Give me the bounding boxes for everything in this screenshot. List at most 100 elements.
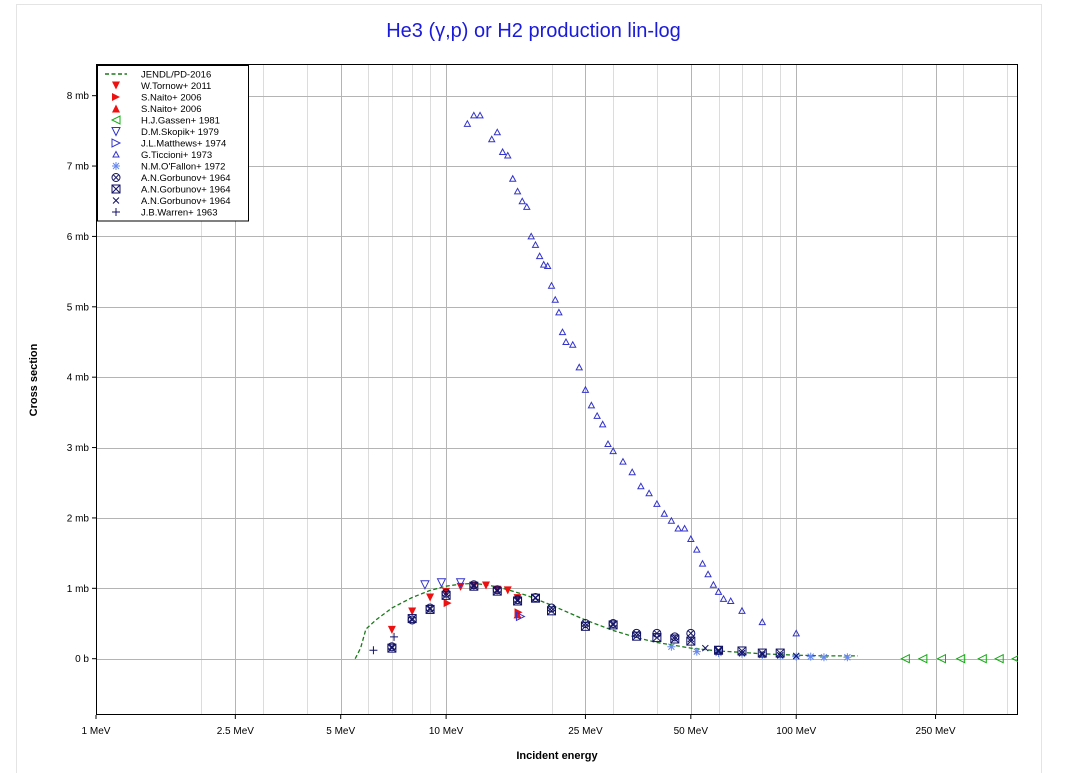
marker-shape <box>632 631 642 641</box>
page-border <box>16 4 1042 773</box>
data-point <box>476 111 484 119</box>
data-point <box>390 632 399 641</box>
data-point <box>758 651 766 658</box>
marker-shape <box>917 653 928 664</box>
marker-shape <box>758 618 767 626</box>
marker-shape <box>498 147 507 155</box>
data-point <box>469 111 478 119</box>
marker-cross <box>531 593 540 603</box>
marker-shape <box>390 632 399 641</box>
marker-shape <box>443 599 452 608</box>
legend-marker <box>111 173 121 182</box>
marker-shape <box>493 128 502 136</box>
data-point <box>628 468 637 476</box>
marker-shape <box>792 629 801 637</box>
marker-shape <box>425 604 435 614</box>
data-point <box>670 634 680 644</box>
legend-item: A.N.Gorbunov+ 1964 <box>112 196 231 207</box>
marker-shape <box>758 651 766 658</box>
marker-shape <box>436 578 447 588</box>
data-point <box>531 240 540 248</box>
marker-shape <box>420 580 430 590</box>
data-point <box>558 328 567 336</box>
data-point <box>513 610 522 619</box>
marker-cross <box>514 596 521 603</box>
marker-cross <box>409 616 416 624</box>
data-point <box>598 420 607 428</box>
x-tick-label: 2.5 MeV <box>217 726 255 737</box>
y-tick-label: 4 mb <box>67 373 90 384</box>
x-axis-label: Incident energy <box>516 750 598 762</box>
data-point <box>619 457 627 465</box>
marker-shape <box>652 633 662 643</box>
data-point <box>692 545 701 553</box>
series-4 <box>513 610 522 619</box>
marker-shape <box>692 545 701 553</box>
x-tick-label: 5 MeV <box>326 726 355 737</box>
marker-shape <box>819 653 828 662</box>
marker-shape <box>738 606 746 614</box>
marker-shape <box>709 580 718 588</box>
legend-item: S.Naito+ 2006 <box>112 93 201 104</box>
data-point <box>775 648 785 658</box>
marker-shape <box>994 653 1004 664</box>
data-point <box>667 642 676 651</box>
marker-shape <box>535 252 544 260</box>
data-point <box>420 580 430 590</box>
data-point <box>726 596 735 604</box>
legend-label: A.N.Gorbunov+ 1964 <box>141 185 231 196</box>
legend-label: H.J.Gassen+ 1981 <box>141 116 220 127</box>
marker-shape <box>680 524 689 532</box>
marker-shape <box>674 524 682 532</box>
legend-marker <box>111 184 121 194</box>
data-point <box>758 618 767 626</box>
y-tick-label: 8 mb <box>67 91 90 102</box>
marker-shape <box>667 516 676 524</box>
marker-cross <box>757 648 767 658</box>
data-point <box>463 119 472 127</box>
data-point <box>527 232 536 240</box>
data-point <box>575 363 584 371</box>
data-point <box>503 586 512 595</box>
data-point <box>581 385 590 393</box>
legend-label: W.Tornow+ 2011 <box>141 81 211 92</box>
marker-shape <box>792 652 800 660</box>
marker-shape <box>112 104 120 113</box>
marker-cross <box>407 614 417 623</box>
marker-shape <box>609 447 617 455</box>
plot-border <box>96 64 1018 715</box>
x-tick-label: 10 MeV <box>429 726 464 737</box>
data-point <box>515 611 526 622</box>
marker-shape <box>738 649 746 657</box>
data-point <box>660 509 669 517</box>
marker-shape <box>492 586 502 596</box>
data-point <box>714 587 723 595</box>
data-point <box>513 596 523 606</box>
data-point <box>714 649 723 658</box>
marker-shape <box>692 647 701 656</box>
marker-shape <box>806 652 815 661</box>
marker-shape <box>455 578 466 588</box>
marker-cross <box>686 636 696 646</box>
marker-shape <box>667 642 676 651</box>
chart-title: He3 (γ,p) or H2 production lin-log <box>386 20 681 42</box>
marker-shape <box>714 587 723 595</box>
legend-box <box>97 65 249 222</box>
marker-shape <box>408 607 417 616</box>
data-point <box>704 570 712 578</box>
legend-label: N.M.O'Fallon+ 1972 <box>141 162 225 173</box>
marker-cross <box>494 586 501 593</box>
marker-shape <box>645 489 653 497</box>
data-point <box>680 524 689 532</box>
marker-shape <box>503 151 512 159</box>
marker-shape <box>977 653 987 664</box>
data-point <box>709 580 718 588</box>
marker-shape <box>112 162 120 170</box>
data-point <box>369 646 378 655</box>
marker-shape <box>737 646 747 656</box>
marker-shape <box>698 559 707 567</box>
marker-cross <box>111 184 121 194</box>
marker-shape <box>608 620 618 630</box>
marker-cross <box>112 174 120 181</box>
